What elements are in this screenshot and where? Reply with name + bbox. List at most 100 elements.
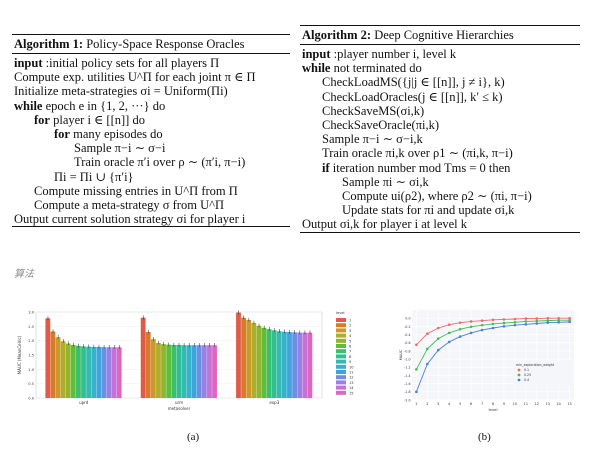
bar: [176, 344, 182, 398]
bar: [302, 332, 308, 398]
legend-label: 2: [349, 324, 351, 328]
data-point: [535, 322, 539, 325]
x-tick-label: 4: [448, 402, 450, 406]
data-point: [480, 323, 484, 327]
algorithm-line: Compute missing entries in U^Π from Π: [14, 184, 288, 198]
legend-swatch: [336, 385, 346, 390]
algorithm-line: Train oracle π′i over ρ ∼ (π′i, π−i): [14, 155, 288, 169]
legend-label: 3: [349, 329, 351, 333]
data-point: [458, 321, 462, 324]
legend-marker: [517, 368, 521, 372]
data-point: [524, 320, 528, 323]
bar: [86, 346, 92, 398]
data-point: [426, 332, 429, 336]
bar: [50, 331, 56, 398]
algorithm-line: Compute a meta-strategy σ from U^Π: [14, 198, 288, 212]
bar: [106, 347, 112, 398]
y-tick-label: 0.0: [405, 317, 410, 321]
algorithm-2-body: input :player number i, level k while not…: [300, 45, 580, 233]
legend-swatch: [336, 380, 346, 385]
bar: [81, 346, 86, 398]
algorithm-2-box: Algorithm 2: Deep Cognitive Hierarchies …: [300, 25, 580, 233]
data-point: [502, 325, 506, 328]
bar: [271, 330, 277, 398]
algorithm-line: input :initial policy sets for all playe…: [14, 56, 288, 70]
data-point: [568, 316, 571, 320]
bar: [111, 347, 117, 398]
x-tick-label: 12: [535, 402, 539, 406]
algorithm-text: Sample π−i ∼ σ−i: [74, 141, 166, 156]
algorithm-line: Update stats for πi and update σi,k: [302, 203, 578, 217]
x-tick-label: 11: [524, 402, 528, 406]
legend-label: 8: [349, 355, 352, 359]
bar: [297, 332, 303, 398]
x-tick-label: 15: [567, 402, 571, 406]
section-caption: 算法: [14, 269, 34, 280]
legend-label: 0.1: [524, 368, 529, 372]
legend-swatch: [336, 354, 346, 359]
algorithm-2-title: Algorithm 2: Deep Cognitive Hierarchies: [300, 26, 580, 45]
x-tick-label: 3: [437, 402, 439, 406]
bar: [186, 345, 192, 398]
legend-swatch: [336, 338, 346, 343]
algorithm-text: Initialize meta-strategies σi = Uniform(…: [14, 84, 228, 99]
legend-label: 0.4: [524, 378, 529, 382]
bar: [101, 347, 107, 398]
x-axis-label: metasolver: [168, 406, 191, 411]
data-point: [524, 323, 528, 326]
data-point: [491, 318, 495, 322]
x-tick-label: 6: [470, 402, 472, 406]
legend-swatch: [336, 318, 346, 322]
data-point: [436, 337, 440, 340]
y-tick-label: -0.8: [404, 349, 410, 353]
bar: [65, 343, 71, 398]
data-point: [447, 323, 451, 327]
x-tick-label: exp3: [269, 400, 279, 405]
bar: [96, 346, 102, 398]
algorithm-text: CheckLoadOracles(j ∈ [[n]], k′ ≤ k): [322, 89, 503, 104]
legend-label: 9: [349, 360, 352, 364]
bar: [145, 332, 151, 398]
bar: [171, 344, 177, 398]
bar: [201, 345, 207, 398]
legend-label: 5: [349, 339, 351, 343]
legend-swatch: [336, 344, 346, 348]
bar: [261, 327, 267, 398]
algorithm-line: Sample πi ∼ σi,k: [302, 175, 578, 189]
algorithm-text: CheckSaveOracle(πi,k): [322, 118, 440, 133]
algorithm-keyword: for: [34, 112, 50, 127]
data-point: [568, 320, 571, 324]
legend-swatch: [336, 323, 346, 328]
x-tick-label: 8: [492, 402, 494, 406]
y-axis-label: MAUC (MeanCelric): [17, 335, 22, 374]
bar: [266, 329, 272, 398]
legend-label: 15: [349, 391, 354, 395]
bar: [116, 347, 122, 398]
algorithm-line: Output current solution strategy σi for …: [14, 212, 288, 226]
legend-label: 7: [349, 350, 351, 354]
bar: [251, 322, 257, 398]
bar: [45, 318, 51, 398]
x-tick-label: 1: [415, 402, 417, 406]
data-point: [469, 320, 473, 323]
y-tick-label: 1.0: [28, 368, 34, 372]
algorithm-line: CheckSaveOracle(πi,k): [302, 118, 578, 132]
bar: [150, 339, 156, 398]
bar: [91, 346, 97, 398]
y-axis-label: MAUC: [399, 349, 403, 360]
bar: [207, 345, 212, 398]
legend-marker: [517, 378, 521, 382]
y-tick-label: 2.5: [28, 325, 34, 329]
x-tick-label: 7: [481, 402, 483, 406]
bar: [212, 345, 217, 398]
y-tick-label: -0.6: [404, 341, 410, 345]
legend-label: 12: [349, 376, 354, 380]
bar: [181, 345, 187, 398]
algorithm-line: for many episodes do: [14, 127, 288, 141]
data-point: [415, 368, 418, 371]
algorithm-line: Sample π−i ∼ σ−i: [14, 141, 288, 155]
bar: [281, 331, 287, 398]
algorithm-text: Output σi,k for player i at level k: [302, 217, 468, 232]
bar: [241, 317, 246, 398]
data-point: [546, 321, 550, 324]
